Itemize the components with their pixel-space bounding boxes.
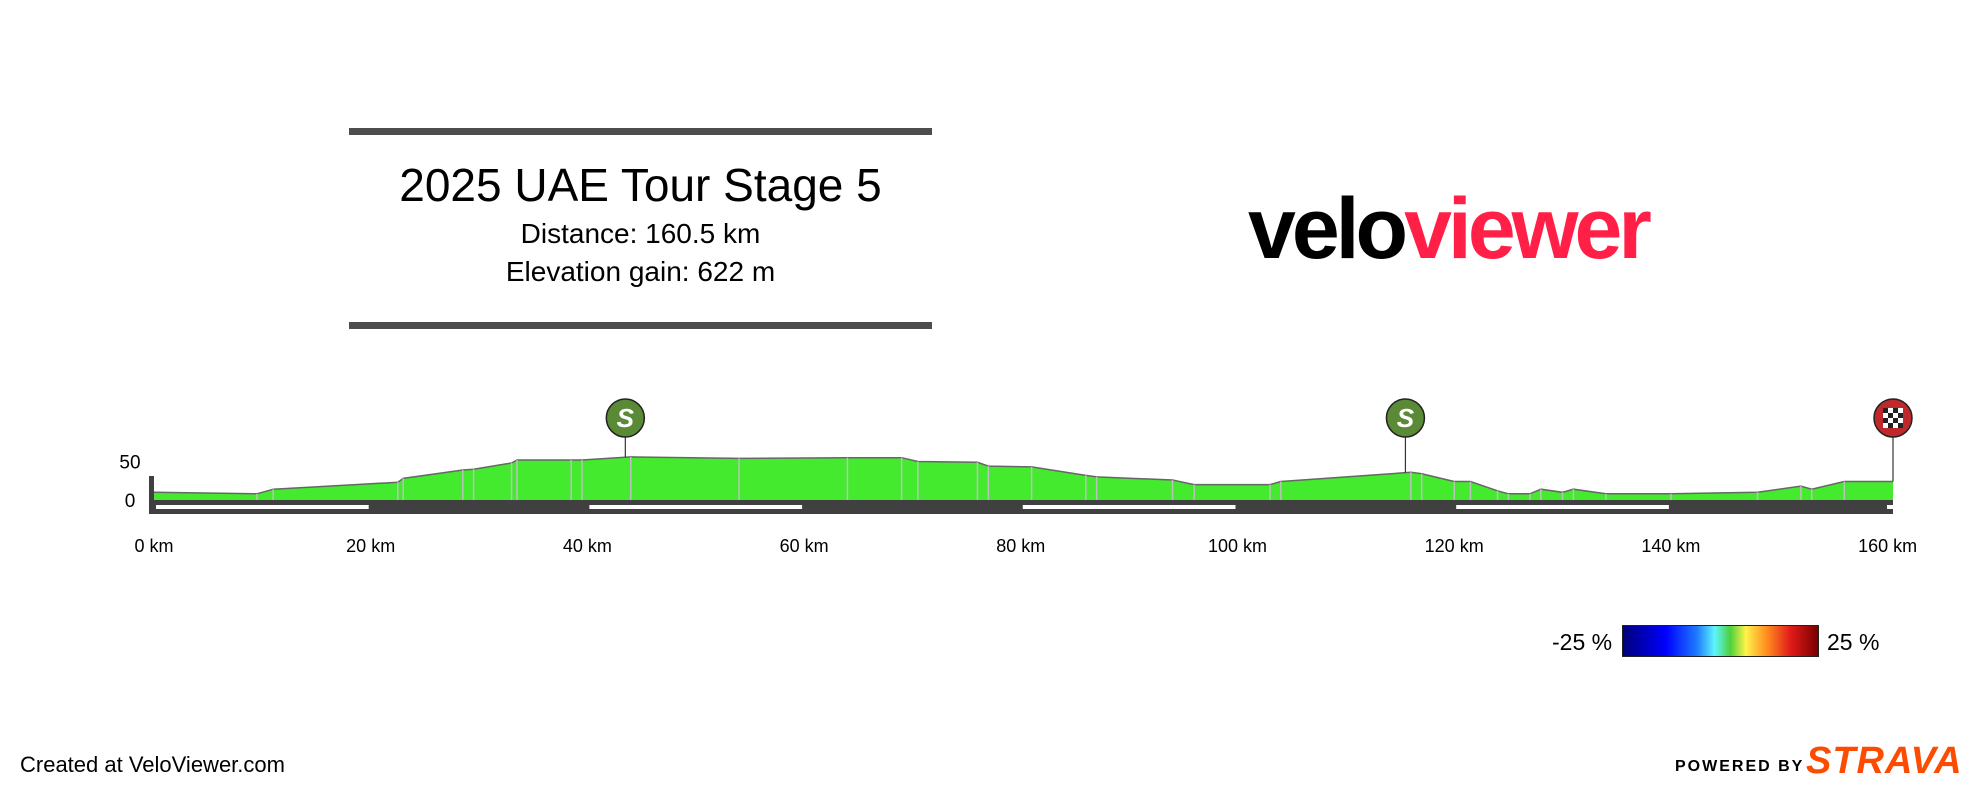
finish-flag-square <box>1883 423 1888 428</box>
strava-logo: STRAVA <box>1806 740 1963 782</box>
sprint-marker-icon <box>605 398 646 438</box>
finish-flag-square <box>1883 418 1888 423</box>
gradient-min-label: -25 % <box>1552 629 1613 655</box>
logo-velo: velo <box>1248 181 1408 277</box>
finish-flag-square <box>1893 413 1898 418</box>
distance-axis-bar <box>149 500 1893 514</box>
finish-flag-square <box>1898 418 1903 423</box>
gradient-scale-bar <box>1622 625 1819 657</box>
powered-by-label: POWERED BY <box>1675 758 1805 775</box>
distance-tick-label: 40 km <box>563 536 612 556</box>
distance-tick-label: 140 km <box>1641 536 1700 556</box>
finish-flag-square <box>1898 413 1903 418</box>
distance-tick-label: 120 km <box>1425 536 1484 556</box>
logo-viewer: viewer <box>1404 181 1652 277</box>
finish-flag-square <box>1888 423 1893 428</box>
elevation-tick-label: 50 <box>119 453 140 474</box>
elevation-axis-bar <box>149 476 154 514</box>
finish-flag-square <box>1883 413 1888 418</box>
distance-tick-label: 160 km <box>1858 536 1917 556</box>
title-rule-top <box>349 128 932 135</box>
finish-flag-square <box>1888 413 1893 418</box>
distance-axis-stripe <box>589 505 803 509</box>
finish-flag-square <box>1893 423 1898 428</box>
gradient-max-label: 25 % <box>1827 629 1880 655</box>
finish-flag-square <box>1888 408 1893 413</box>
distance-tick-labels-group: 0 km 20 km 40 km 60 km 80 km 100 km 120 km 140 … <box>134 536 1917 556</box>
profile-segments-group <box>256 456 1845 500</box>
elevation-gain-text: Elevation gain: 622 m <box>505 256 776 287</box>
profile-area-group <box>153 456 1893 500</box>
finish-flag-square <box>1888 418 1893 423</box>
distance-tick-label: 80 km <box>996 536 1045 556</box>
sprint-marker-label: S <box>1397 403 1415 433</box>
elevation-profile-chart: 0 50 0 km 20 km 40 km 60 km 80 km 100 km 120 km… <box>119 398 1917 556</box>
distance-axis-stripe <box>1887 505 1893 509</box>
profile-outline <box>153 456 1893 495</box>
finish-flag-square <box>1893 418 1898 423</box>
distance-tick-label: 20 km <box>346 536 395 556</box>
profile-area <box>154 456 1893 500</box>
veloviewer-logo: veloviewer <box>1248 186 1652 272</box>
distance-axis-stripe <box>156 505 369 509</box>
distance-axis-group <box>149 476 1893 514</box>
elevation-ticks-group: 0 50 <box>119 453 140 513</box>
elevation-tick-label: 0 <box>125 491 136 512</box>
distance-text: Distance: 160.5 km <box>520 218 761 249</box>
distance-tick-label: 60 km <box>780 536 829 556</box>
finish-flag-square <box>1893 408 1898 413</box>
finish-flag-square <box>1898 408 1903 413</box>
finish-flag-square <box>1898 423 1903 428</box>
sprint-marker-label: S <box>617 403 635 433</box>
distance-axis-stripe <box>1456 505 1669 509</box>
title-box: 2025 UAE Tour Stage 5 Distance: 160.5 km… <box>349 128 932 330</box>
title-rule-bottom <box>349 322 932 329</box>
stage-title: 2025 UAE Tour Stage 5 <box>399 159 882 211</box>
distance-tick-label: 100 km <box>1208 536 1267 556</box>
sprint-marker-icon <box>1385 398 1426 438</box>
distance-tick-label: 0 km <box>134 536 173 556</box>
distance-axis-stripe <box>1022 505 1236 509</box>
finish-flag-square <box>1883 408 1888 413</box>
created-at-credit[interactable]: Created at VeloViewer.com <box>20 752 285 777</box>
